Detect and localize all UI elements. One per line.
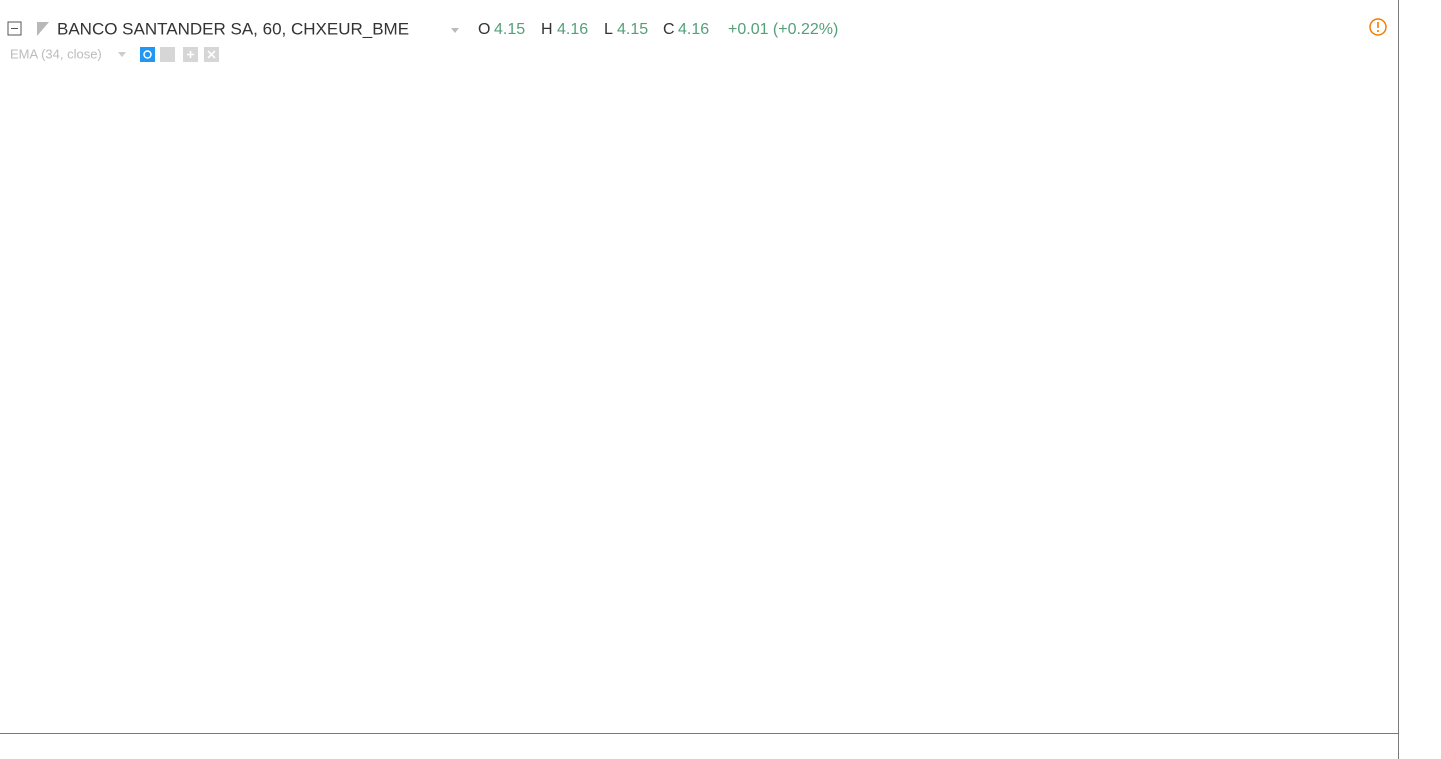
button-glyphs: [187, 50, 216, 59]
legend-value: 4.15: [617, 21, 648, 38]
visibility-button[interactable]: [140, 47, 155, 62]
legend-label: H: [541, 21, 553, 38]
chart-title: BANCO SANTANDER SA, 60, CHXEUR_BME: [57, 19, 409, 38]
dropdown-arrow[interactable]: [118, 52, 126, 57]
warning-icon[interactable]: [1369, 18, 1387, 36]
legend-label: L: [604, 21, 613, 38]
symbol-icon: [37, 22, 49, 36]
indicator-label: EMA (34, close): [10, 46, 102, 61]
settings-button[interactable]: [160, 47, 175, 62]
legend-label: C: [663, 21, 675, 38]
legend-label: O: [478, 21, 490, 38]
legend-change: +0.01 (+0.22%): [728, 21, 838, 38]
visibility-icon: [143, 50, 152, 59]
legend-value: 4.16: [678, 21, 709, 38]
legend-value: 4.15: [494, 21, 525, 38]
collapse-icon[interactable]: [7, 21, 22, 36]
legend-value: 4.16: [557, 21, 588, 38]
dropdown-arrow[interactable]: [451, 28, 459, 33]
